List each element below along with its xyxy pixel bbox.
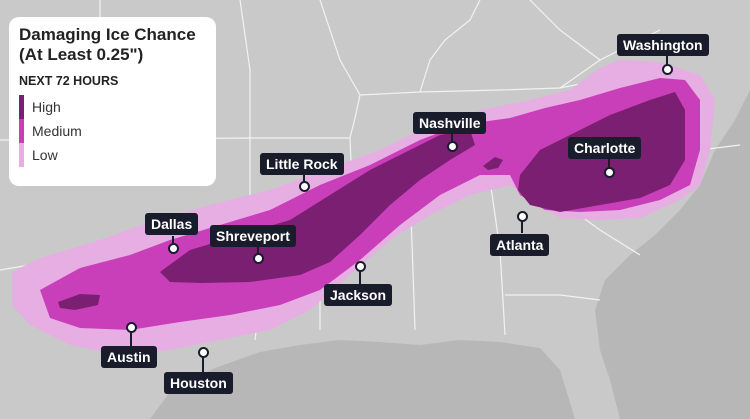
city-pin-little-rock (299, 181, 310, 192)
pin-stem (130, 331, 132, 346)
legend-item-low: Low (19, 143, 206, 167)
city-pin-dallas (168, 243, 179, 254)
pin-stem (202, 356, 204, 372)
legend-label: Medium (32, 123, 82, 139)
ice-zone-high-alabama (483, 157, 503, 170)
pin-stem (608, 159, 610, 169)
city-label-houston: Houston (164, 372, 233, 394)
legend-items: High Medium Low (19, 95, 206, 167)
pin-stem (521, 220, 523, 233)
legend-swatch-low (19, 143, 24, 167)
legend-card: Damaging Ice Chance (At Least 0.25") NEX… (9, 17, 216, 186)
legend-subtitle: NEXT 72 HOURS (19, 74, 119, 88)
city-pin-nashville (447, 141, 458, 152)
city-label-nashville: Nashville (413, 112, 487, 134)
legend-label: Low (32, 147, 58, 163)
pin-stem (303, 175, 305, 183)
city-pin-shreveport (253, 253, 264, 264)
legend-swatch-medium (19, 119, 24, 143)
city-label-washington: Washington (617, 34, 709, 56)
legend-title-line1: Damaging Ice Chance (19, 25, 196, 44)
pin-stem (451, 133, 453, 143)
city-label-austin: Austin (101, 346, 157, 368)
legend-swatch-high (19, 95, 24, 119)
legend-label: High (32, 99, 61, 115)
city-label-charlotte: Charlotte (568, 137, 642, 159)
legend-title-line2: (At Least 0.25") (19, 45, 144, 64)
pin-stem (359, 270, 361, 284)
city-label-dallas: Dallas (145, 213, 199, 235)
pin-stem (257, 247, 259, 255)
city-label-shreveport: Shreveport (210, 225, 296, 247)
city-label-atlanta: Atlanta (490, 234, 550, 256)
city-pin-washington (662, 64, 673, 75)
atlantic-ocean (595, 90, 750, 419)
ice-zone-high-texas (58, 294, 100, 310)
pin-stem (666, 56, 668, 66)
city-label-jackson: Jackson (324, 284, 393, 306)
pin-stem (172, 236, 174, 245)
legend-item-medium: Medium (19, 119, 206, 143)
legend-item-high: High (19, 95, 206, 119)
gulf-of-mexico (150, 340, 575, 419)
city-label-little-rock: Little Rock (260, 153, 344, 175)
city-pin-charlotte (604, 167, 615, 178)
